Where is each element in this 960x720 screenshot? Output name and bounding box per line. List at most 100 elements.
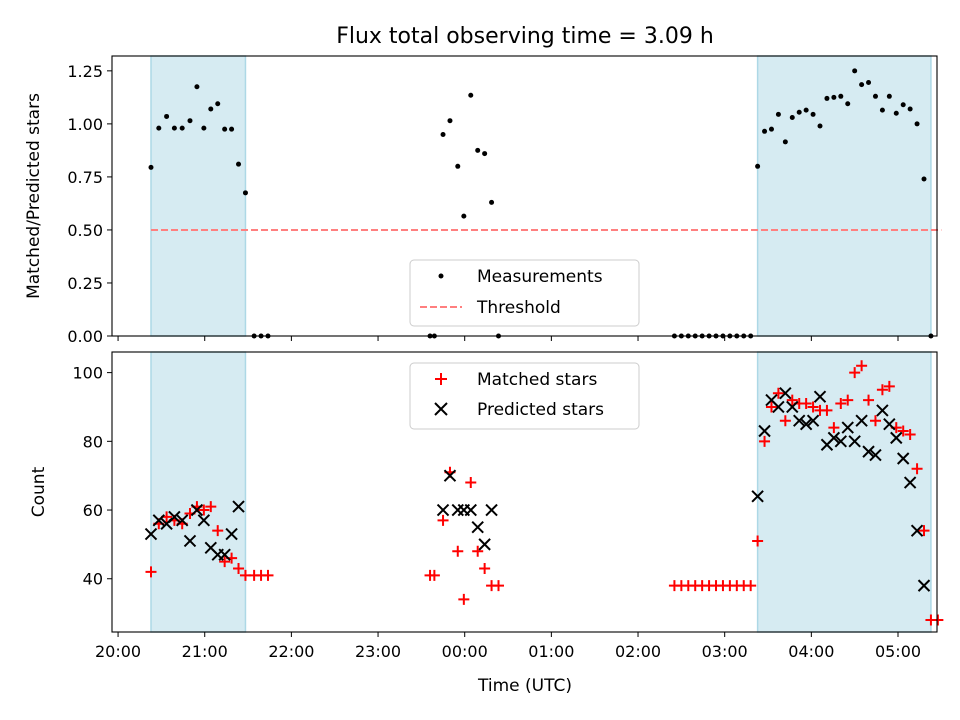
matched-point [876,384,888,396]
predicted-point [443,469,457,482]
predicted-point [152,514,166,527]
predicted-point [758,424,771,438]
predicted-point [451,503,464,517]
xtick-label: 00:00 [442,642,488,661]
predicted-point [862,445,875,458]
predicted-point [786,400,799,414]
y-ticks: 40 60 80 100 [72,364,112,589]
predicted-point [903,476,917,489]
matched-point [745,580,757,592]
predicted-point [855,414,868,427]
chart-title: Flux total observing time = 3.09 h [336,24,714,49]
matched-point [205,501,217,513]
series-predicted-stars [144,387,931,592]
matched-point [479,562,491,574]
xtick-label: 05:00 [875,642,921,661]
measurement-point [179,125,185,131]
measurement-point [810,111,816,117]
measurement-point [164,113,170,119]
measurement-point [187,118,193,124]
matched-point [465,477,477,489]
matched-point [752,535,764,547]
matched-point [233,562,245,574]
legend-label-predicted: Predicted stars [477,400,604,420]
ytick-label: 0.50 [67,221,103,240]
x-ticks: 20:00 21:00 22:00 23:00 00:00 01:00 02:00 03:00… [95,632,921,661]
matched-point [212,525,224,537]
measurement-point [866,80,872,86]
measurement-point [796,109,802,115]
measurement-point [229,126,235,132]
predicted-point [218,548,231,561]
measurement-point [755,163,761,169]
measurement-point [482,151,488,157]
xtick-label: 03:00 [702,642,748,661]
matched-point [437,514,449,526]
ytick-label: 80 [83,432,103,451]
y-ticks: 0.00 0.25 0.50 0.75 1.00 1.25 [67,62,112,346]
predicted-point [168,510,181,524]
measurement-point [914,121,920,127]
matched-point [932,614,944,626]
measurement-point [489,199,495,205]
matched-point [772,387,784,399]
measurement-point [921,176,927,182]
legend-label-threshold: Threshold [476,298,561,318]
predicted-point [883,417,896,431]
measurement-point [775,111,781,117]
predicted-point [183,534,197,548]
legend-ratio: Measurements Threshold [409,259,640,327]
xtick-label: 01:00 [528,642,574,661]
ytick-label: 40 [83,570,103,589]
panel-count: 40 60 80 100 20:00 21:00 22:00 23:00 00:00 01:00… [29,351,944,661]
measurement-point [845,101,851,107]
matched-point [911,463,923,475]
ytick-label: 0.00 [67,327,103,346]
matched-point [428,569,440,581]
measurement-point [762,128,768,134]
predicted-point [772,400,785,414]
ylabel-count: Count [29,466,49,517]
ytick-label: 1.00 [67,115,103,134]
legend-marker-predicted [434,402,448,416]
matched-point [458,593,470,605]
matched-point [765,401,777,413]
measurement-point [148,164,154,170]
predicted-point [190,503,204,517]
measurement-point [215,101,221,107]
predicted-point [917,579,931,592]
series-measurements [148,68,934,339]
predicted-point [793,414,806,427]
ylabel-ratio: Matched/Predicted stars [24,93,44,299]
matched-point [145,566,157,578]
measurement-point [831,94,837,100]
predicted-point [869,448,882,462]
measurement-point [879,107,885,113]
matched-point [863,394,875,406]
measurement-point [208,106,214,112]
ytick-label: 100 [72,364,103,383]
matched-point [452,545,464,557]
observing-window-0 [150,351,247,633]
measurement-point [859,82,865,88]
xtick-label: 23:00 [355,642,401,661]
matched-point [828,422,840,434]
predicted-point [144,527,158,541]
matched-point [883,380,895,392]
ytick-label: 1.25 [67,62,103,81]
matched-point [849,367,861,379]
measurement-point [768,126,774,132]
measurement-point [782,139,788,145]
measurement-point [872,93,878,99]
series [148,68,934,339]
matched-point [493,580,505,592]
predicted-point [876,404,889,417]
matched-point [904,428,916,440]
measurement-point [440,131,446,137]
predicted-point [779,387,792,400]
matched-point [472,545,484,557]
matched-point [198,504,210,516]
predicted-point [225,527,238,541]
matched-point [219,556,231,568]
